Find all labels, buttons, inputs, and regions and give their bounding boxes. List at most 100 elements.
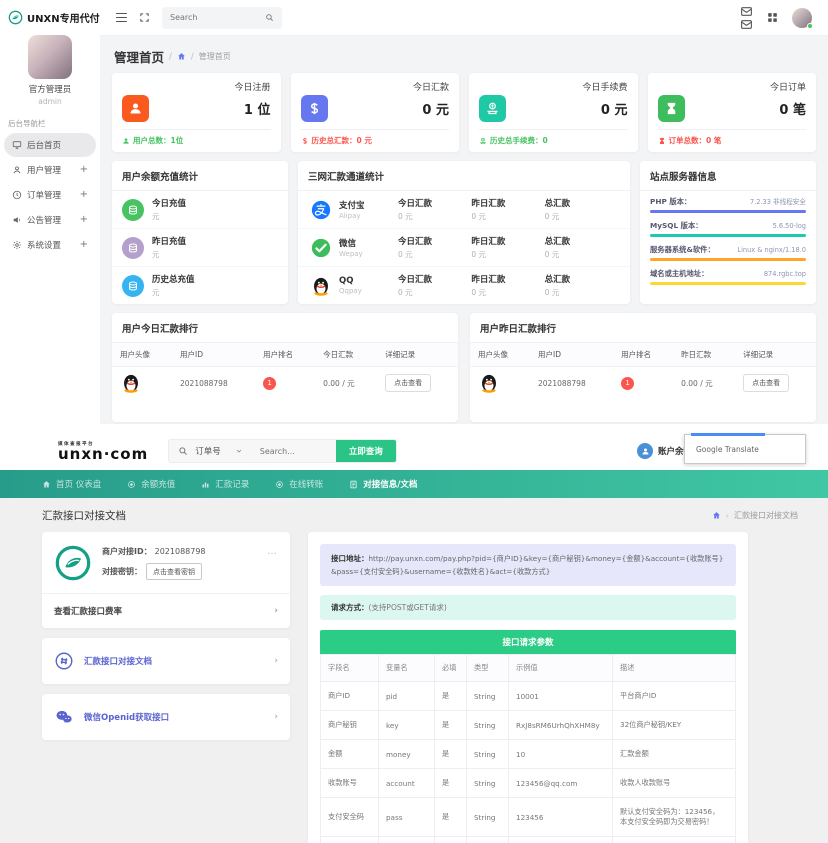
rank-table-title: 用户今日汇款排行 — [122, 324, 199, 335]
api-param-cell: 是 — [434, 797, 467, 838]
view-detail-button[interactable]: 点击查看 — [743, 374, 790, 392]
avatar[interactable] — [28, 35, 72, 79]
search-type-select[interactable]: 订单号 — [193, 445, 252, 457]
breadcrumb-current: 汇款接口对接文档 — [734, 511, 798, 520]
merchant-id-value: 2021088798 — [154, 547, 206, 556]
site-nav: 首页 仪表盘 余额充值 汇款记录 在线转账 对接信息/文档 — [0, 470, 828, 498]
home-icon[interactable] — [712, 511, 721, 520]
nav-item-3[interactable]: 在线转账 — [275, 478, 323, 490]
sidebar-item-1[interactable]: 用户管理 + — [4, 158, 96, 182]
expand-plus-icon[interactable]: + — [79, 214, 88, 225]
stat-card-2: 今日手续费 0 元历史总手续费：0 — [469, 73, 638, 152]
qq-penguin-avatar — [478, 372, 522, 394]
recharge-row: 昨日充值元 — [112, 229, 288, 267]
recharge-row: 历史总充值元 — [112, 267, 288, 304]
apps-icon[interactable] — [766, 11, 779, 24]
stat-label: 今日注册 — [234, 83, 271, 93]
nav-item-label: 汇款记录 — [215, 480, 250, 490]
api-param-cell: String — [466, 836, 509, 843]
table-row: 2021088798 1 0.00 / 元 点击查看 — [112, 367, 458, 400]
channel-col-value: 0 元 — [398, 288, 413, 297]
rank-badge: 1 — [621, 376, 635, 390]
deposit-icon — [479, 137, 487, 145]
sidebar-item-label: 用户管理 — [27, 166, 62, 176]
channel-stats-panel: 三网汇款通道统计 支付宝 Alipay 今日汇款 0 元昨日汇款 0 元总汇款 0 元微信… — [298, 161, 630, 304]
channel-subname: Alipay — [339, 212, 361, 220]
sidebar-item-label: 订单管理 — [27, 191, 62, 201]
more-dots-icon[interactable]: … — [267, 546, 278, 557]
page-gap — [0, 424, 828, 432]
order-search-input[interactable] — [251, 446, 336, 456]
doc-left-column: 商户对接ID： 2021088798 对接密钥： 点击查看密钥 … 查看汇款接口… — [42, 532, 290, 740]
wechat-icon — [54, 707, 74, 727]
rank-column-header: 用户排名 — [613, 342, 674, 367]
mail-icon[interactable] — [740, 5, 753, 31]
api-param-cell: String — [466, 681, 509, 712]
sidebar-item-label: 后台首页 — [27, 141, 62, 151]
sidebar-item-4[interactable]: 系统设置 + — [4, 233, 96, 257]
api-column-header: 变量名 — [378, 654, 435, 683]
search-input[interactable] — [170, 13, 256, 22]
sidebar-item-0[interactable]: 后台首页 — [4, 133, 96, 157]
rank-column-header: 详细记录 — [735, 342, 816, 367]
site-logo[interactable]: 媒体查报平台 unxn·com — [58, 441, 148, 462]
rate-link[interactable]: 查看汇款接口费率 › — [42, 593, 290, 628]
topbar-avatar[interactable] — [792, 7, 813, 29]
server-label: MySQL 版本： — [650, 221, 703, 230]
nav-item-2[interactable]: 汇款记录 — [201, 478, 249, 490]
app-logo[interactable]: UNXN专用代付 — [0, 0, 100, 29]
sidebar-item-2[interactable]: 订单管理 + — [4, 183, 96, 207]
api-column-header: 必填 — [434, 654, 467, 683]
google-translate-popup[interactable]: Google Translate — [684, 433, 806, 464]
home-icon[interactable] — [177, 52, 186, 61]
api-param-row: 收款账号 account 是 String 123456@qq.com 收款人收款账号 — [320, 768, 736, 799]
channel-col-label: 总汇款 — [544, 237, 571, 247]
menu-toggle-icon[interactable] — [116, 12, 127, 23]
table-row: 2021088798 1 0.00 / 元 点击查看 — [470, 367, 816, 400]
rank-column-header: 用户排名 — [255, 342, 316, 367]
account-balance[interactable]: 账户余额 — [637, 443, 692, 459]
search-submit-button[interactable]: 立即查询 — [335, 440, 396, 462]
merchant-key-label: 对接密钥： — [102, 567, 142, 576]
merchant-id-label: 商户对接ID： — [102, 547, 152, 556]
nav-item-1[interactable]: 余额充值 — [127, 478, 175, 490]
nav-item-0[interactable]: 首页 仪表盘 — [42, 478, 101, 490]
search-icon[interactable] — [265, 13, 274, 22]
expand-plus-icon[interactable]: + — [79, 164, 88, 175]
api-param-cell: 123456 — [508, 797, 613, 838]
sidebar-section-label: 后台导航栏 — [8, 119, 46, 128]
expand-plus-icon[interactable]: + — [79, 189, 88, 200]
panel-title: 三网汇款通道统计 — [298, 161, 630, 191]
stat-value: 1 位 — [243, 103, 271, 118]
sidebar-item-3[interactable]: 公告管理 + — [4, 208, 96, 232]
api-param-cell: 是 — [434, 768, 467, 799]
order-search-bar: 订单号 立即查询 — [168, 439, 397, 463]
api-param-cell: 是 — [434, 836, 467, 843]
api-param-cell: pass — [378, 797, 435, 838]
api-param-cell: 收款人收款真实姓名如果不 强制验证真实姓名可以留 空或不传该参数 — [612, 836, 736, 843]
channel-col-value: 0 元 — [471, 250, 486, 259]
doc-page-title: 汇款接口对接文档 — [42, 510, 126, 522]
channel-col-value: 0 元 — [471, 212, 486, 221]
view-detail-button[interactable]: 点击查看 — [385, 374, 432, 392]
server-value: 7.2.33 非线程安全 — [749, 198, 806, 206]
view-key-button[interactable]: 点击查看密钥 — [146, 563, 202, 580]
fullscreen-icon[interactable] — [139, 12, 150, 23]
user-id: 2021088798 — [538, 378, 586, 388]
rank-column-header: 昨日汇款 — [673, 342, 736, 367]
expand-plus-icon[interactable]: + — [79, 239, 88, 250]
api-param-cell: 收款人收款账号 — [612, 768, 736, 799]
nav-item-4[interactable]: 对接信息/文档 — [349, 478, 417, 490]
api-url-value: http://pay.unxn.com/pay.php?pid={商户ID}&k… — [331, 554, 724, 576]
server-label: PHP 版本： — [650, 197, 692, 206]
topbar-search[interactable] — [162, 6, 282, 29]
doc-link-card-1[interactable]: 微信Openid获取接口 › — [42, 694, 290, 740]
app-logo-text: UNXN专用代付 — [27, 14, 100, 25]
dollar-icon — [300, 95, 328, 122]
api-param-cell: 是 — [434, 681, 467, 712]
rank-column-header: 用户ID — [172, 342, 256, 367]
channel-subname: Wepay — [339, 250, 363, 258]
topbar-right — [740, 5, 813, 31]
api-column-header: 描述 — [612, 654, 736, 683]
doc-link-card-0[interactable]: 汇款接口对接文档 › — [42, 638, 290, 684]
